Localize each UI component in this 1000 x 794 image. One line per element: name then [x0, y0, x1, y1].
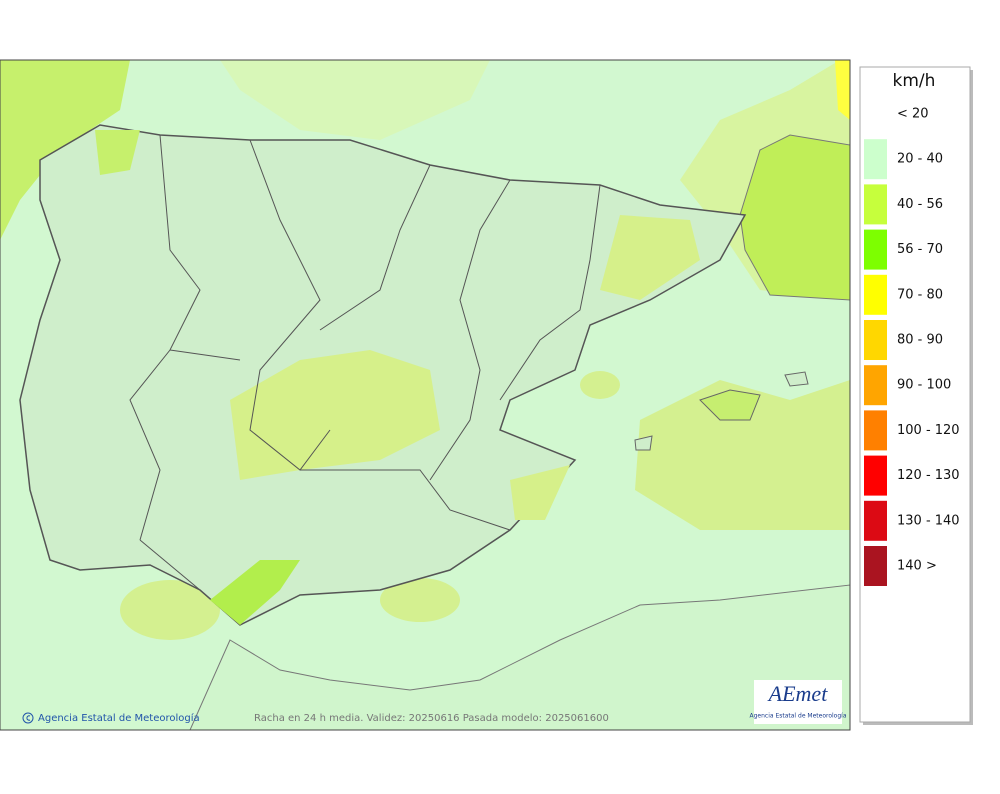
credit: Agencia Estatal de Meteorología: [38, 712, 200, 724]
legend-label: 40 - 56: [897, 197, 943, 212]
land-island: [699, 389, 761, 421]
wind-area: [635, 380, 850, 530]
legend-swatch: [864, 229, 887, 270]
legend-label: 130 - 140: [897, 513, 960, 528]
map: Agencia Estatal de Meteorología Racha en…: [0, 59, 851, 731]
legend-swatch: [864, 139, 887, 180]
wind-area: [510, 465, 570, 520]
wind-area: [220, 60, 490, 140]
wind-area: [600, 215, 700, 300]
legend-swatch: [864, 455, 887, 496]
legend-label: 56 - 70: [897, 242, 943, 257]
legend-label: 80 - 90: [897, 333, 943, 348]
wind-area: [0, 60, 130, 240]
legend-swatch: [864, 410, 887, 451]
wind-area: [835, 60, 850, 120]
wind-area: [95, 130, 140, 175]
caption: Racha en 24 h media. Validez: 20250616 P…: [254, 713, 609, 724]
legend-label: 100 - 120: [897, 423, 960, 438]
legend-label: 70 - 80: [897, 287, 943, 302]
legend-title: km/h: [893, 71, 936, 91]
logo-subtitle: Agencia Estatal de Meteorología: [750, 713, 847, 720]
wind-area: [380, 578, 460, 622]
land-island: [634, 435, 653, 451]
legend-label: 120 - 130: [897, 468, 960, 483]
legend-label: 90 - 100: [897, 378, 951, 393]
copyright-icon: [22, 712, 34, 724]
legend-swatch: [864, 365, 887, 406]
wind-area: [580, 371, 620, 399]
legend-swatch: [864, 500, 887, 541]
legend-swatch: [864, 320, 887, 360]
legend-label: 20 - 40: [897, 152, 943, 167]
legend-label: < 20: [897, 107, 929, 122]
legend-swatch: [864, 274, 887, 315]
copyright-icon: [26, 715, 31, 721]
map-frame: [0, 59, 851, 731]
legend-swatch: [864, 546, 887, 586]
legend-label: 140 >: [897, 559, 937, 574]
logo-box: [754, 680, 842, 724]
land-island: [784, 371, 809, 387]
wind-area: [210, 560, 300, 625]
legend: km/h < 20 20 - 40 40 - 56 56 - 70 70 - 80 80 …: [859, 66, 973, 725]
logo-name: AEmet: [767, 681, 829, 706]
border: [129, 134, 601, 591]
wind-area: [120, 580, 220, 640]
legend-swatch: [864, 184, 887, 225]
wind-area: [230, 350, 440, 480]
